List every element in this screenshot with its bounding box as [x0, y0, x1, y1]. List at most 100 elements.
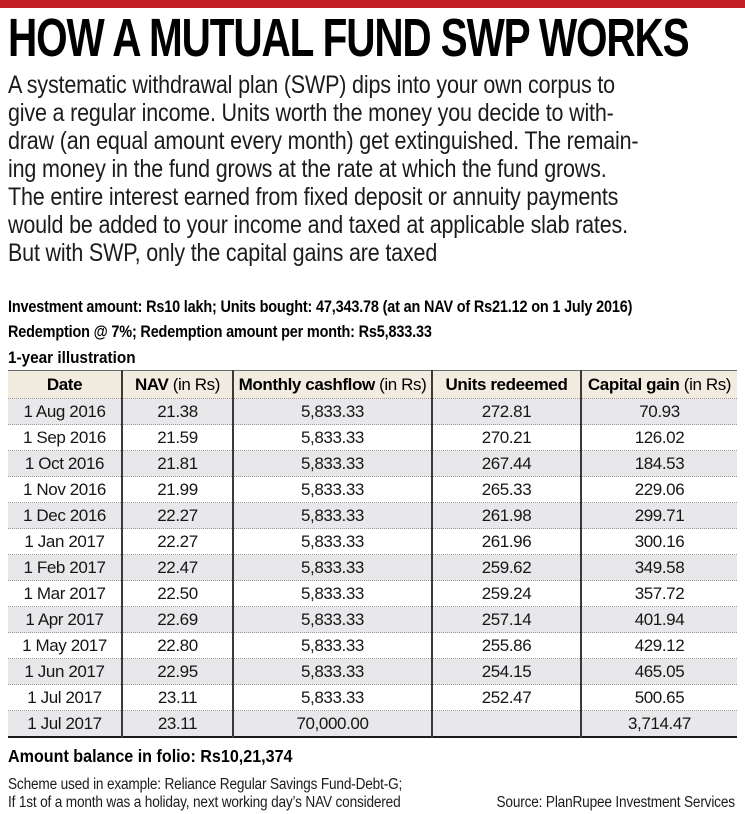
table-cell: 5,833.33 — [232, 632, 432, 659]
table-cell: 1 Dec 2016 — [8, 502, 122, 529]
table-cell: 184.53 — [580, 450, 737, 477]
table-cell: 5,833.33 — [232, 580, 432, 607]
table-cell: 401.94 — [580, 606, 737, 633]
table-cell: 5,833.33 — [232, 554, 432, 581]
table-cell: 5,833.33 — [232, 476, 432, 503]
column-header: Units redeemed — [431, 370, 581, 399]
table-cell: 22.95 — [121, 658, 233, 685]
table-row: 1 Jan 2017 22.27 5,833.33 261.96 300.16 — [8, 528, 737, 555]
table-cell: 21.38 — [121, 398, 233, 425]
table-cell: 22.47 — [121, 554, 233, 581]
investment-summary-line: Investment amount: Rs10 lakh; Units boug… — [8, 297, 633, 316]
table-row: 1 Jul 2017 23.11 5,833.33 252.47 500.65 — [8, 684, 737, 711]
table-cell: 1 Sep 2016 — [8, 424, 122, 451]
table-cell: 265.33 — [431, 476, 581, 503]
table-row: 1 Feb 2017 22.47 5,833.33 259.62 349.58 — [8, 554, 737, 581]
table-cell: 1 Nov 2016 — [8, 476, 122, 503]
table-cell: 23.11 — [121, 710, 233, 737]
table-cell: 5,833.33 — [232, 528, 432, 555]
table-cell: 255.86 — [431, 632, 581, 659]
table-cell: 5,833.33 — [232, 606, 432, 633]
table-cell: 229.06 — [580, 476, 737, 503]
table-cell: 21.81 — [121, 450, 233, 477]
footnotes-row: Scheme used in example: Reliance Regular… — [8, 774, 737, 814]
table-cell: 349.58 — [580, 554, 737, 581]
table-cell: 1 Oct 2016 — [8, 450, 122, 477]
table-cell: 465.05 — [580, 658, 737, 685]
table-cell: 1 Mar 2017 — [8, 580, 122, 607]
table-cell: 299.71 — [580, 502, 737, 529]
table-cell: 1 Aug 2016 — [8, 398, 122, 425]
table-row: 1 May 2017 22.80 5,833.33 255.86 429.12 — [8, 632, 737, 659]
table-cell: 70.93 — [580, 398, 737, 425]
table-cell: 5,833.33 — [232, 398, 432, 425]
table-cell: 261.98 — [431, 502, 581, 529]
table-cell: 1 Feb 2017 — [8, 554, 122, 581]
table-row: 1 Nov 2016 21.99 5,833.33 265.33 229.06 — [8, 476, 737, 503]
table-cell: 267.44 — [431, 450, 581, 477]
intro-line: The entire interest earned from fixed de… — [8, 183, 619, 211]
table-cell: 1 Jul 2017 — [8, 710, 122, 737]
table-cell: 272.81 — [431, 398, 581, 425]
table-cell: 252.47 — [431, 684, 581, 711]
table-row: 1 Apr 2017 22.69 5,833.33 257.14 401.94 — [8, 606, 737, 633]
table-cell: 22.80 — [121, 632, 233, 659]
table-cell: 21.59 — [121, 424, 233, 451]
table-cell: 500.65 — [580, 684, 737, 711]
table-cell: 5,833.33 — [232, 502, 432, 529]
footnotes: Scheme used in example: Reliance Regular… — [8, 776, 456, 812]
table-cell: 257.14 — [431, 606, 581, 633]
table-row: 1 Mar 2017 22.50 5,833.33 259.24 357.72 — [8, 580, 737, 607]
table-row: 1 Sep 2016 21.59 5,833.33 270.21 126.02 — [8, 424, 737, 451]
table-cell: 261.96 — [431, 528, 581, 555]
table-row: 1 Dec 2016 22.27 5,833.33 261.98 299.71 — [8, 502, 737, 529]
column-header: NAV (in Rs) — [121, 370, 233, 399]
table-cell: 5,833.33 — [232, 450, 432, 477]
table-cell: 270.21 — [431, 424, 581, 451]
intro-line: ing money in the fund grows at the rate … — [8, 155, 607, 183]
intro-line: would be added to your income and taxed … — [8, 211, 628, 239]
table-cell: 259.24 — [431, 580, 581, 607]
table-cell: 300.16 — [580, 528, 737, 555]
table-cell: 70,000.00 — [232, 710, 432, 737]
swp-table: Date NAV (in Rs) Monthly cashflow (in Rs) U… — [8, 370, 737, 738]
top-accent-bar — [0, 0, 745, 8]
source-credit: Source: PlanRupee Investment Services — [496, 794, 736, 811]
table-cell: 22.27 — [121, 502, 233, 529]
table-row: 1 Aug 2016 21.38 5,833.33 272.81 70.93 — [8, 398, 737, 425]
table-cell: 21.99 — [121, 476, 233, 503]
page-title: HOW A MUTUAL FUND SWP WORKS — [8, 8, 690, 68]
table-header-row: Date NAV (in Rs) Monthly cashflow (in Rs) U… — [8, 370, 737, 399]
table-cell: 23.11 — [121, 684, 233, 711]
intro-line: draw (an equal amount every month) get e… — [8, 127, 639, 155]
scheme-note-line: Scheme used in example: Reliance Regular… — [8, 776, 403, 793]
table-cell: 5,833.33 — [232, 658, 432, 685]
table-caption: 1-year illustration — [8, 348, 136, 367]
table-cell — [431, 710, 581, 737]
table-cell: 1 Jul 2017 — [8, 684, 122, 711]
table-row: 1 Jul 2017 23.11 70,000.00 3,714.47 — [8, 710, 737, 737]
table-cell: 3,714.47 — [580, 710, 737, 737]
table-cell: 5,833.33 — [232, 424, 432, 451]
intro-line: give a regular income. Units worth the m… — [8, 99, 614, 127]
table-cell: 1 May 2017 — [8, 632, 122, 659]
table-cell: 22.69 — [121, 606, 233, 633]
table-cell: 1 Apr 2017 — [8, 606, 122, 633]
holiday-note-line: If 1st of a month was a holiday, next wo… — [8, 794, 401, 811]
table-cell: 429.12 — [580, 632, 737, 659]
table-cell: 259.62 — [431, 554, 581, 581]
table-cell: 1 Jun 2017 — [8, 658, 122, 685]
table-cell: 357.72 — [580, 580, 737, 607]
intro-line: A systematic withdrawal plan (SWP) dips … — [8, 71, 615, 99]
table-cell: 22.27 — [121, 528, 233, 555]
column-header: Date — [8, 370, 122, 399]
redemption-summary-line: Redemption @ 7%; Redemption amount per m… — [8, 322, 432, 341]
table-row: 1 Jun 2017 22.95 5,833.33 254.15 465.05 — [8, 658, 737, 685]
intro-line: But with SWP, only the capital gains are… — [8, 239, 438, 267]
table-cell: 22.50 — [121, 580, 233, 607]
table-cell: 5,833.33 — [232, 684, 432, 711]
balance-line: Amount balance in folio: Rs10,21,374 — [8, 746, 293, 766]
table-cell: 254.15 — [431, 658, 581, 685]
assumptions-block: Investment amount: Rs10 lakh; Units boug… — [8, 294, 737, 344]
